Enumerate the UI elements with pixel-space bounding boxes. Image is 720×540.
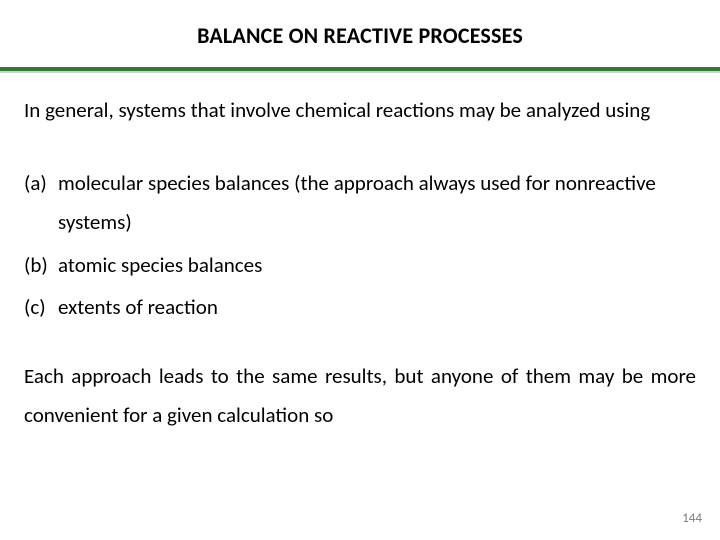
list-item: (b) atomic species balances [24, 246, 696, 285]
list-text: extents of reaction [58, 288, 696, 327]
list-item: (c) extents of reaction [24, 288, 696, 327]
list-marker: (a) [24, 164, 58, 242]
list-marker: (b) [24, 246, 58, 285]
approach-list: (a) molecular species balances (the appr… [24, 164, 696, 327]
slide-content: In general, systems that involve chemica… [0, 73, 720, 435]
outro-paragraph: Each approach leads to the same results,… [24, 357, 696, 435]
list-text: atomic species balances [58, 246, 696, 285]
intro-paragraph: In general, systems that involve chemica… [24, 91, 696, 130]
page-number: 144 [682, 511, 702, 526]
list-item: (a) molecular species balances (the appr… [24, 164, 696, 242]
list-marker: (c) [24, 288, 58, 327]
slide-title: BALANCE ON REACTIVE PROCESSES [0, 0, 720, 61]
slide: BALANCE ON REACTIVE PROCESSES In general… [0, 0, 720, 540]
list-text: molecular species balances (the approach… [58, 164, 696, 242]
